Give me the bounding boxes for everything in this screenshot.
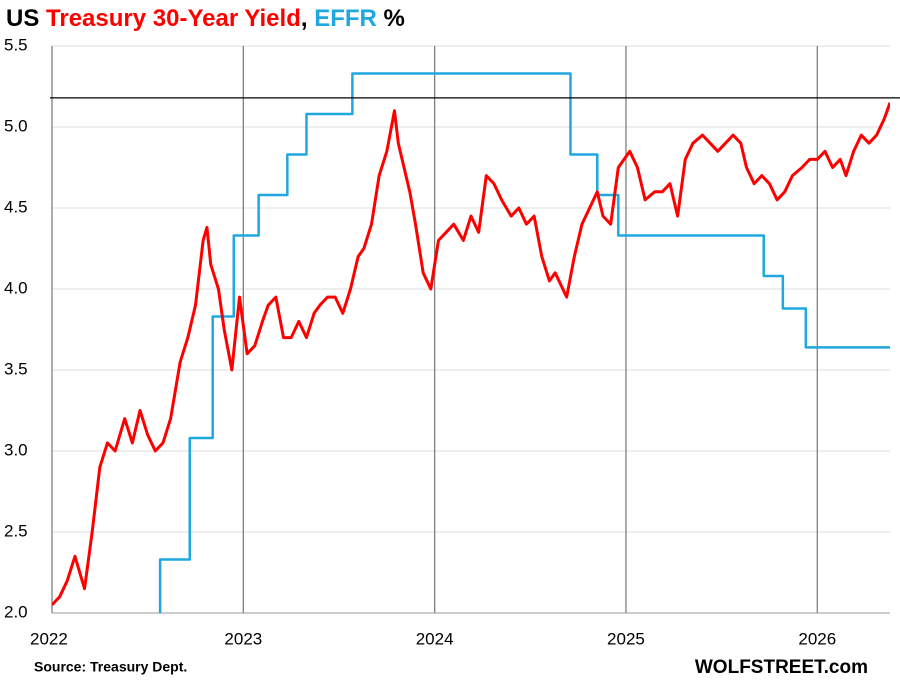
y-tick-label: 5.5 <box>4 35 28 54</box>
x-tick-label: 2023 <box>224 629 262 648</box>
x-tick-label: 2026 <box>798 629 836 648</box>
y-tick-label: 3.5 <box>4 359 28 378</box>
y-tick-label: 3.0 <box>4 440 28 459</box>
x-tick-label: 2024 <box>416 629 454 648</box>
credit: WOLFSTREET.com <box>695 657 868 678</box>
series-line <box>52 102 890 606</box>
title-part: % <box>377 5 405 32</box>
y-tick-label: 2.5 <box>4 521 28 540</box>
chart-title: US Treasury 30-Year Yield, EFFR % <box>6 5 405 32</box>
title-part: Treasury 30-Year Yield <box>46 5 301 32</box>
y-tick-label: 5.0 <box>4 116 28 135</box>
y-tick-label: 2.0 <box>4 602 28 621</box>
y-tick-label: 4.5 <box>4 197 28 216</box>
title-part: EFFR <box>314 5 377 32</box>
x-tick-label: 2022 <box>30 629 68 648</box>
y-tick-label: 4.0 <box>4 278 28 297</box>
series-line <box>158 72 890 613</box>
title-part: US <box>6 5 46 32</box>
source: Source: Treasury Dept. <box>34 659 187 675</box>
x-tick-label: 2025 <box>607 629 645 648</box>
title-part: , <box>301 5 314 32</box>
